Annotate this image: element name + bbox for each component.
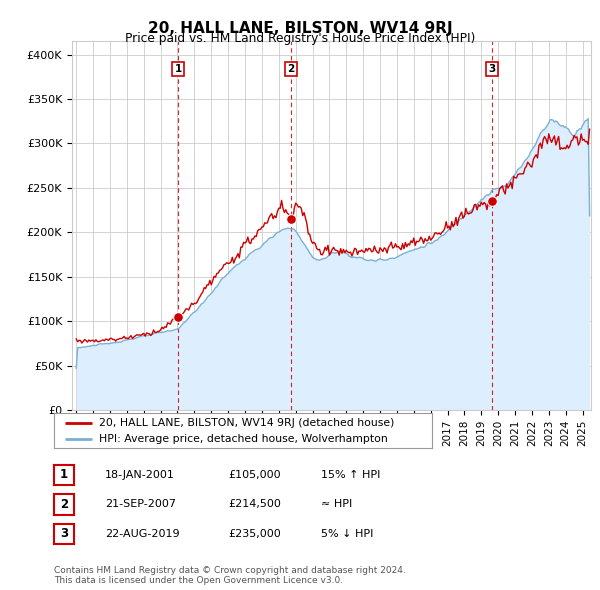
Text: 20, HALL LANE, BILSTON, WV14 9RJ: 20, HALL LANE, BILSTON, WV14 9RJ	[148, 21, 452, 35]
Text: 21-SEP-2007: 21-SEP-2007	[105, 500, 176, 509]
Text: 5% ↓ HPI: 5% ↓ HPI	[321, 529, 373, 539]
Text: £105,000: £105,000	[228, 470, 281, 480]
Text: 20, HALL LANE, BILSTON, WV14 9RJ (detached house): 20, HALL LANE, BILSTON, WV14 9RJ (detach…	[100, 418, 395, 428]
Text: 2: 2	[60, 498, 68, 511]
Text: £214,500: £214,500	[228, 500, 281, 509]
Text: ≈ HPI: ≈ HPI	[321, 500, 352, 509]
Text: 22-AUG-2019: 22-AUG-2019	[105, 529, 179, 539]
Text: 3: 3	[60, 527, 68, 540]
Text: 1: 1	[175, 64, 182, 74]
Text: Price paid vs. HM Land Registry's House Price Index (HPI): Price paid vs. HM Land Registry's House …	[125, 32, 475, 45]
Text: 18-JAN-2001: 18-JAN-2001	[105, 470, 175, 480]
Text: £235,000: £235,000	[228, 529, 281, 539]
Text: HPI: Average price, detached house, Wolverhampton: HPI: Average price, detached house, Wolv…	[100, 434, 388, 444]
Text: 3: 3	[488, 64, 496, 74]
Text: Contains HM Land Registry data © Crown copyright and database right 2024.
This d: Contains HM Land Registry data © Crown c…	[54, 566, 406, 585]
Text: 15% ↑ HPI: 15% ↑ HPI	[321, 470, 380, 480]
Text: 1: 1	[60, 468, 68, 481]
Text: 2: 2	[287, 64, 295, 74]
